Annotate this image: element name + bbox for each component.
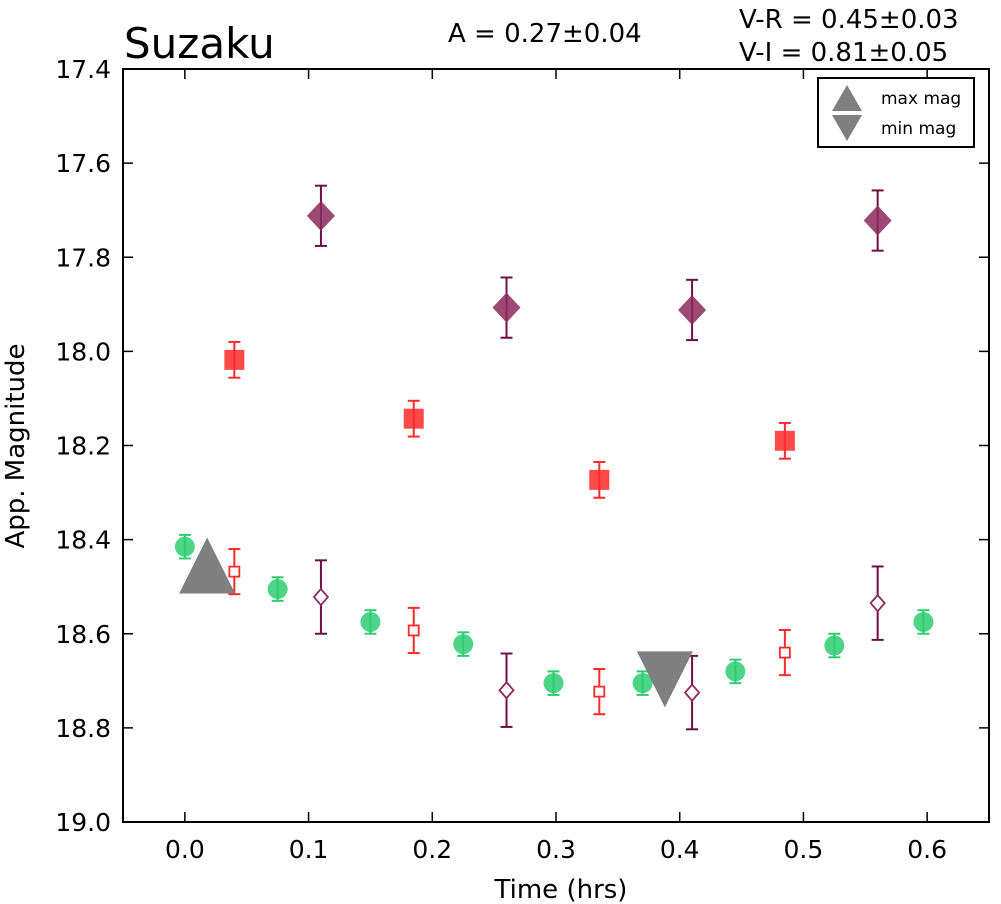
y-tick-label-2: 17.8 — [55, 243, 111, 272]
color-index-vi: V-I = 0.81±0.05 — [739, 38, 948, 68]
data-marks — [174, 184, 934, 731]
y-tick-label-5: 18.4 — [55, 526, 111, 555]
series-0-point-3 — [453, 634, 474, 655]
series-0-point-8 — [913, 611, 934, 632]
series-1-point-1 — [403, 408, 424, 429]
legend-label-max: max mag — [881, 89, 961, 109]
series-3-point-0 — [306, 200, 335, 231]
x-axis-label: Time (hrs) — [494, 875, 628, 904]
series-0-point-4 — [543, 673, 564, 694]
y-tick-label-3: 18.0 — [55, 337, 111, 366]
x-tick-label-6: 0.6 — [907, 835, 947, 864]
amplitude-label: A = 0.27±0.04 — [448, 19, 642, 49]
series-0-point-0 — [174, 536, 195, 557]
legend-min-mag-marker — [832, 115, 862, 141]
x-tick-label-0: 0.0 — [165, 835, 205, 864]
y-tick-label-6: 18.6 — [55, 620, 111, 649]
series-3-point-3 — [863, 205, 892, 236]
series-2-point-1 — [407, 624, 420, 637]
series-4-point-3 — [869, 593, 886, 613]
series-0-point-7 — [824, 635, 845, 656]
x-tick-label-4: 0.4 — [660, 835, 700, 864]
x-tick-label-2: 0.2 — [412, 835, 452, 864]
x-tick-label-5: 0.5 — [784, 835, 824, 864]
series-2-point-3 — [778, 646, 791, 659]
chart-title: Suzaku — [124, 19, 275, 68]
series-4-point-1 — [498, 680, 515, 700]
y-tick-label-8: 19.0 — [55, 808, 111, 837]
max-mag-marker — [179, 537, 236, 594]
y-tick-label-1: 17.6 — [55, 149, 111, 178]
y-tick-label-7: 18.8 — [55, 714, 111, 743]
series-2-point-0 — [228, 565, 241, 578]
plot-frame — [122, 68, 990, 823]
series-0-point-5 — [632, 673, 653, 694]
series-1-point-0 — [224, 349, 245, 370]
x-tick-label-3: 0.3 — [536, 835, 576, 864]
series-0-point-1 — [267, 579, 288, 600]
y-tick-label-4: 18.2 — [55, 432, 111, 461]
series-3-point-1 — [492, 292, 521, 323]
axis-ticks: 0.0 0.1 0.2 0.3 0.4 0.5 0.6 17.4 17.6 17.8 18.0 18.… — [55, 55, 989, 864]
series-4-point-2 — [683, 683, 701, 702]
legend-label-min: min mag — [881, 119, 956, 139]
legend-max-mag-marker — [832, 85, 862, 111]
y-axis-label: App. Magnitude — [1, 343, 31, 548]
series-1-point-2 — [589, 469, 610, 490]
series-0-point-6 — [725, 661, 746, 682]
series-1-point-3 — [774, 430, 795, 451]
series-3-point-2 — [678, 294, 707, 325]
legend: max mag min mag — [817, 77, 975, 148]
color-index-vr: V-R = 0.45±0.03 — [739, 5, 959, 35]
y-tick-label-0: 17.4 — [55, 55, 111, 84]
series-4-point-0 — [312, 587, 330, 607]
x-tick-label-1: 0.1 — [289, 835, 329, 864]
min-mag-marker — [636, 651, 693, 708]
series-2-point-2 — [593, 685, 606, 698]
series-0-point-2 — [360, 611, 381, 632]
